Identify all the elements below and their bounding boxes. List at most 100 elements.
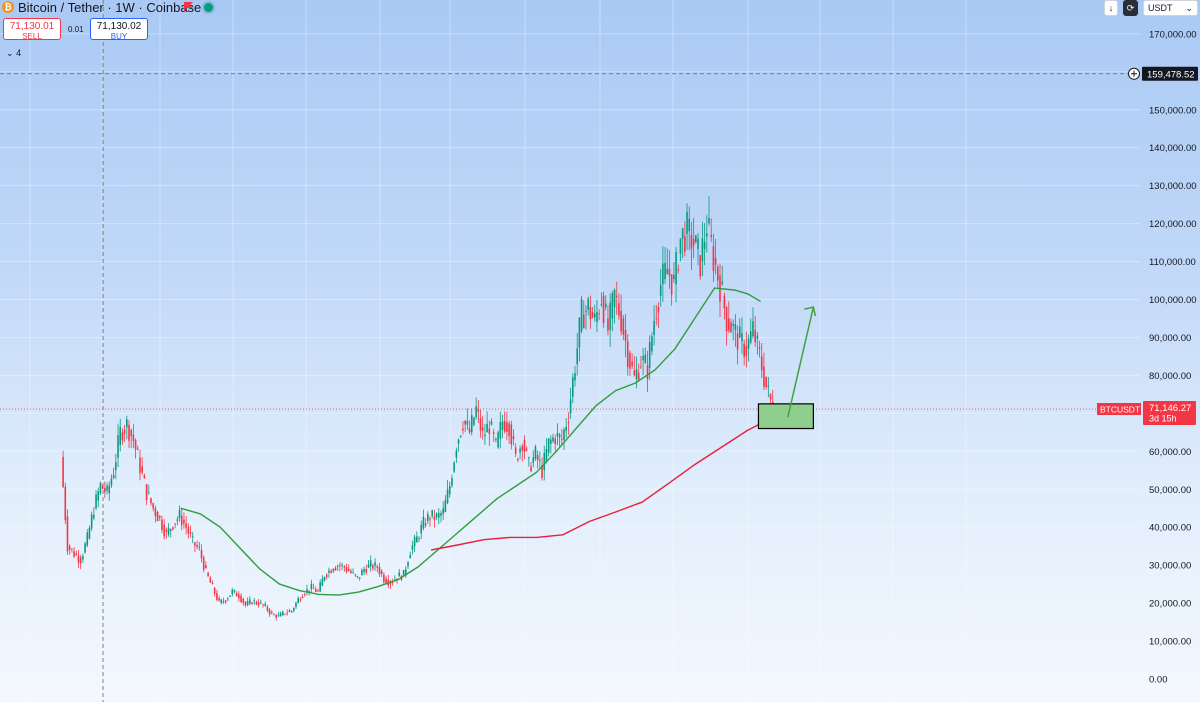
- flag-icon[interactable]: [184, 2, 193, 12]
- candle-up: [198, 547, 201, 548]
- sync-button[interactable]: ⟳: [1123, 0, 1138, 16]
- y-tick-label: 50,000.00: [1149, 485, 1191, 496]
- candle-down: [303, 594, 306, 596]
- candle-down: [174, 523, 176, 525]
- currency-value: USDT: [1148, 3, 1173, 13]
- candle-up: [572, 377, 574, 397]
- candle-up: [435, 513, 438, 518]
- countdown-label: 3d 15h: [1149, 413, 1177, 423]
- candle-up: [413, 536, 416, 547]
- plus-icon: [1131, 70, 1137, 77]
- candle-down: [345, 567, 348, 572]
- candle-down: [71, 548, 73, 550]
- candle-down: [150, 498, 152, 504]
- candle-up: [534, 446, 537, 459]
- candle-down: [238, 594, 240, 599]
- candle-down: [286, 612, 288, 614]
- candle-up: [440, 513, 442, 516]
- candle-down: [211, 582, 214, 585]
- currency-select[interactable]: USDT ⌄: [1143, 0, 1198, 16]
- candle-up: [697, 238, 699, 249]
- y-tick-label: 20,000.00: [1149, 599, 1191, 610]
- y-tick-label: 0.00: [1149, 675, 1168, 686]
- y-tick-label: 30,000.00: [1149, 561, 1191, 572]
- candle-down: [334, 567, 337, 571]
- candle-down: [301, 596, 304, 599]
- candle-up: [558, 434, 561, 438]
- candle-up: [475, 406, 477, 418]
- candle-down: [194, 542, 196, 546]
- candle-down: [530, 466, 532, 472]
- candle-down: [314, 589, 317, 592]
- candle-down: [365, 568, 368, 573]
- candle-up: [416, 536, 418, 543]
- crosshair-price-label-bg: [1142, 66, 1198, 81]
- candle-down: [541, 465, 543, 478]
- candle-up: [490, 421, 493, 425]
- candle-down: [727, 318, 730, 331]
- buy-button[interactable]: 71,130.02 BUY: [90, 18, 148, 41]
- candle-down: [760, 356, 763, 371]
- candle-up: [402, 569, 405, 576]
- candle-down: [433, 516, 436, 520]
- candle-down: [714, 257, 717, 265]
- candle-up: [576, 348, 578, 365]
- moving-average-line: [430, 416, 775, 551]
- candle-up: [167, 528, 170, 535]
- symbol-title[interactable]: Bitcoin / Tether · 1W · Coinbase: [18, 0, 202, 15]
- candle-down: [240, 595, 242, 603]
- candle-up: [565, 427, 568, 432]
- candle-up: [297, 598, 299, 604]
- candle-up: [499, 422, 502, 439]
- candle-down: [372, 565, 374, 569]
- candle-up: [752, 321, 754, 337]
- candle-up: [93, 514, 95, 519]
- candle-up: [532, 457, 535, 463]
- candle-down: [378, 567, 381, 575]
- indicators-toggle[interactable]: ⌄ 4: [6, 48, 21, 59]
- y-tick-label: 90,000.00: [1149, 333, 1191, 344]
- candle-down: [339, 565, 341, 567]
- buy-price: 71,130.02: [96, 21, 142, 32]
- sell-price: 71,130.01: [9, 21, 55, 32]
- candle-up: [688, 218, 691, 232]
- candle-up: [721, 281, 723, 285]
- chevron-down-icon: ⌄: [1185, 3, 1193, 13]
- y-tick-label: 150,000.00: [1149, 105, 1197, 116]
- candle-up: [220, 599, 223, 604]
- candle-up: [686, 211, 688, 234]
- candle-down: [769, 394, 772, 400]
- candle-down: [284, 613, 286, 615]
- candle-up: [110, 478, 113, 486]
- candle-down: [275, 615, 278, 618]
- candle-up: [394, 579, 396, 581]
- scroll-down-button[interactable]: ↓: [1104, 0, 1118, 16]
- candle-up: [277, 614, 280, 616]
- candle-down: [343, 566, 346, 568]
- candle-down: [73, 551, 75, 557]
- candle-up: [352, 572, 354, 573]
- candle-down: [121, 432, 124, 441]
- candle-down: [325, 574, 328, 577]
- candle-down: [629, 352, 631, 369]
- candle-down: [75, 553, 78, 555]
- candle-down: [68, 546, 71, 550]
- candle-down: [492, 432, 495, 434]
- candle-down: [62, 456, 64, 487]
- candle-up: [431, 509, 433, 516]
- sell-button[interactable]: 71,130.01 SELL: [3, 18, 61, 41]
- candle-up: [427, 514, 429, 521]
- crosshair-price-label: 159,478.52: [1147, 69, 1195, 80]
- candle-down: [618, 303, 620, 316]
- candle-up: [442, 508, 444, 514]
- candle-up: [703, 242, 706, 249]
- candle-up: [90, 514, 93, 529]
- candle-down: [677, 269, 680, 271]
- candle-down: [77, 555, 80, 563]
- candle-up: [708, 218, 710, 224]
- moving-average-line: [180, 287, 761, 596]
- candle-up: [609, 302, 611, 330]
- candle-up: [260, 602, 262, 604]
- candle-down: [712, 246, 715, 272]
